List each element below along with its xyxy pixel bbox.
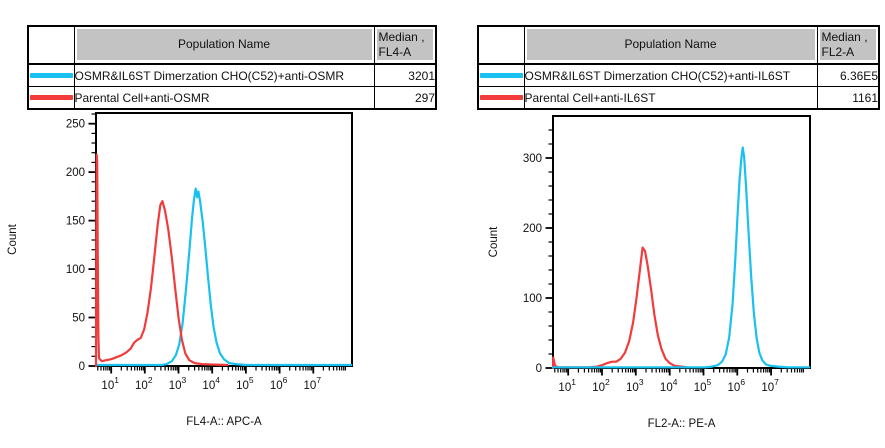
series-swatch-cell	[27, 63, 75, 87]
median-header-line1: Median ,	[821, 29, 868, 44]
svg-text:200: 200	[523, 223, 542, 235]
svg-text:105: 105	[236, 375, 254, 392]
population-name: OSMR&IL6ST Dimerzation CHO(C52)+anti-OSM…	[73, 63, 375, 87]
svg-text:300: 300	[523, 153, 542, 165]
legend-header-row: Population Name Median , FL4-A	[27, 25, 437, 65]
population-name: Parental Cell+anti-OSMR	[73, 86, 375, 110]
median-value: 1161	[816, 86, 880, 110]
svg-text:0: 0	[536, 363, 542, 375]
legend-population-header-cell: Population Name	[523, 25, 818, 65]
median-value: 3201	[373, 63, 437, 87]
legend-population-header-cell: Population Name	[73, 25, 375, 65]
series-color-swatch-red	[30, 95, 73, 100]
svg-text:102: 102	[592, 377, 610, 394]
population-name: Parental Cell+anti-IL6ST	[523, 86, 818, 110]
series-color-swatch-cyan	[30, 73, 73, 78]
median-header-line2: FL4-A	[378, 44, 412, 59]
svg-text:0: 0	[79, 361, 85, 373]
svg-text:100: 100	[523, 293, 542, 305]
population-name-header: Population Name	[177, 37, 271, 51]
median-value: 6.36E5	[816, 63, 880, 87]
legend-swatch-header-cell	[477, 25, 525, 65]
series-swatch-cell	[27, 86, 75, 110]
series-swatch-cell	[477, 63, 525, 87]
legend-swatch-header-cell	[27, 25, 75, 65]
svg-text:Count: Count	[488, 226, 500, 257]
legend-row: Parental Cell+anti-IL6ST 1161	[477, 86, 880, 110]
svg-text:FL4-A:: APC-A: FL4-A:: APC-A	[186, 416, 262, 428]
svg-text:Count: Count	[7, 223, 19, 254]
svg-text:150: 150	[66, 216, 85, 228]
legend-median-header-cell: Median , FL2-A	[816, 25, 880, 65]
legend-median-header-cell: Median , FL4-A	[373, 25, 437, 65]
svg-text:107: 107	[304, 375, 322, 392]
series-color-swatch-red	[480, 95, 523, 100]
legend-row: OSMR&IL6ST Dimerzation CHO(C52)+anti-OSM…	[27, 63, 437, 87]
legend-row: OSMR&IL6ST Dimerzation CHO(C52)+anti-IL6…	[477, 63, 880, 87]
svg-text:106: 106	[270, 375, 288, 392]
svg-text:102: 102	[135, 375, 153, 392]
median-header-line2: FL2-A	[821, 44, 855, 59]
svg-text:103: 103	[169, 375, 187, 392]
svg-text:100: 100	[66, 264, 85, 276]
svg-text:103: 103	[626, 377, 644, 394]
svg-text:FL2-A:: PE-A: FL2-A:: PE-A	[648, 418, 716, 430]
svg-text:101: 101	[101, 375, 119, 392]
svg-text:107: 107	[761, 377, 779, 394]
svg-text:104: 104	[660, 377, 678, 394]
svg-text:105: 105	[694, 377, 712, 394]
series-color-swatch-cyan	[480, 73, 523, 78]
svg-text:200: 200	[66, 167, 85, 179]
population-name-header: Population Name	[624, 37, 717, 51]
legend-table-right: Population Name Median , FL2-A OSMR&IL6S…	[477, 25, 880, 110]
legend-row: Parental Cell+anti-OSMR 297	[27, 86, 437, 110]
median-value: 297	[373, 86, 437, 110]
svg-text:101: 101	[558, 377, 576, 394]
series-swatch-cell	[477, 86, 525, 110]
legend-header-row: Population Name Median , FL2-A	[477, 25, 880, 65]
population-name: OSMR&IL6ST Dimerzation CHO(C52)+anti-IL6…	[523, 63, 818, 87]
svg-text:250: 250	[66, 119, 85, 131]
legend-table-left: Population Name Median , FL4-A OSMR&IL6S…	[27, 25, 437, 110]
flow-histogram-left: 101 102 103 104 105 106 107 0 50 100 150 200 250 FL4-…	[7, 112, 353, 428]
median-header-line1: Median ,	[378, 29, 425, 44]
svg-text:104: 104	[202, 375, 220, 392]
svg-text:50: 50	[72, 313, 85, 325]
svg-text:106: 106	[728, 377, 746, 394]
